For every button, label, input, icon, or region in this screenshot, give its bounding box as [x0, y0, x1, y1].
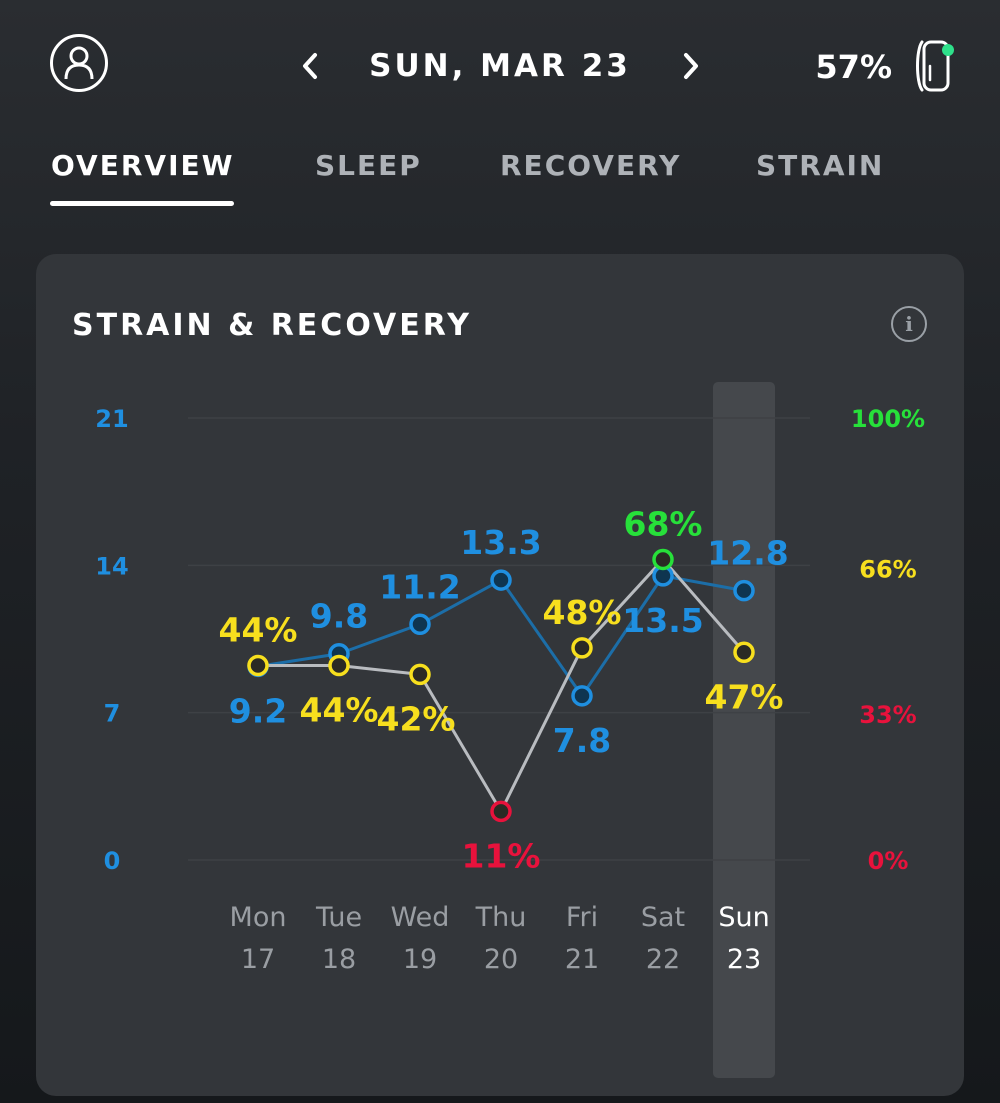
strain-value-label: 13.3 [460, 523, 541, 562]
recovery-value-label: 44% [219, 611, 298, 650]
info-icon: i [905, 312, 913, 336]
x-axis-day-label: Tue [315, 902, 362, 933]
x-axis-date-label: 20 [484, 944, 518, 975]
top-bar: SUN, MAR 23 57% [0, 0, 1000, 130]
strap-device-icon [916, 40, 954, 92]
profile-button[interactable] [50, 34, 108, 92]
strain-point [733, 579, 755, 602]
strain-recovery-chart: 9.29.811.213.37.813.512.844%44%42%11%48%… [95, 382, 925, 1078]
left-axis-tick-label: 21 [95, 405, 128, 433]
selected-day-highlight [713, 382, 775, 1078]
tab-bar: OVERVIEW SLEEP RECOVERY STRAIN [0, 138, 1000, 210]
recovery-point [652, 548, 674, 571]
x-axis-date-label: 18 [322, 944, 356, 975]
right-axis-tick-label: 33% [859, 701, 916, 729]
x-axis-day-label: Mon [230, 902, 287, 933]
strain-point [571, 685, 593, 707]
previous-day-button[interactable] [292, 44, 328, 88]
user-circle-icon [64, 46, 94, 80]
chevron-left-icon [303, 53, 317, 79]
strain-point [409, 613, 431, 636]
battery-level: 57% [815, 48, 892, 86]
strain-value-label: 9.8 [310, 597, 368, 636]
date-title[interactable]: SUN, MAR 23 [369, 48, 631, 84]
right-axis-tick-label: 100% [851, 405, 925, 433]
x-axis-date-label: 19 [403, 944, 437, 975]
x-axis-date-label: 17 [241, 944, 275, 975]
recovery-point [490, 800, 512, 823]
recovery-value-label: 44% [300, 691, 379, 730]
recovery-point [409, 663, 431, 686]
recovery-point [247, 654, 269, 677]
x-axis-day-label: Wed [391, 902, 450, 933]
card-title: STRAIN & RECOVERY [72, 308, 472, 343]
x-axis-day-label: Thu [475, 902, 527, 933]
info-button[interactable]: i [891, 306, 927, 342]
chevron-right-icon [684, 53, 698, 79]
recovery-value-label: 42% [377, 699, 456, 738]
recovery-point [571, 637, 593, 659]
recovery-value-label: 48% [543, 593, 622, 632]
left-axis-tick-label: 7 [104, 700, 121, 728]
strain-value-label: 11.2 [379, 567, 460, 606]
left-axis-tick-label: 14 [95, 552, 128, 580]
x-axis-date-label: 22 [646, 944, 680, 975]
strap-status-dot [942, 44, 954, 56]
active-tab-indicator [50, 201, 234, 206]
recovery-point [328, 654, 350, 677]
left-axis-tick-label: 0 [104, 847, 121, 875]
tab-strain[interactable]: STRAIN [756, 149, 885, 182]
right-axis-tick-label: 0% [868, 847, 909, 875]
tab-recovery[interactable]: RECOVERY [500, 149, 682, 182]
next-day-button[interactable] [673, 44, 709, 88]
recovery-value-label: 68% [624, 504, 703, 543]
x-axis-day-label: Fri [566, 902, 598, 933]
recovery-value-label: 47% [705, 677, 784, 716]
recovery-point [733, 641, 755, 664]
right-axis-tick-label: 66% [859, 555, 916, 583]
x-axis-day-label: Sat [641, 902, 685, 933]
strain-value-label: 9.2 [229, 691, 287, 730]
strain-recovery-card: 9.2 9.8 11.2 13.3 7.8 13.5 12.8 44% 44% 42% 11% 48%… [36, 254, 964, 1096]
strain-value-label: 7.8 [553, 721, 611, 760]
tab-overview[interactable]: OVERVIEW [51, 149, 235, 182]
x-axis-date-label: 21 [565, 944, 599, 975]
tab-sleep[interactable]: SLEEP [315, 149, 422, 182]
strain-value-label: 12.8 [707, 534, 788, 573]
strain-point [490, 569, 512, 591]
strap-device-button[interactable] [908, 36, 960, 96]
x-axis-date-label: 23 [727, 944, 761, 975]
recovery-value-label: 11% [462, 836, 541, 875]
x-axis-day-label: Sun [718, 902, 769, 933]
strain-value-label: 13.5 [622, 601, 703, 640]
